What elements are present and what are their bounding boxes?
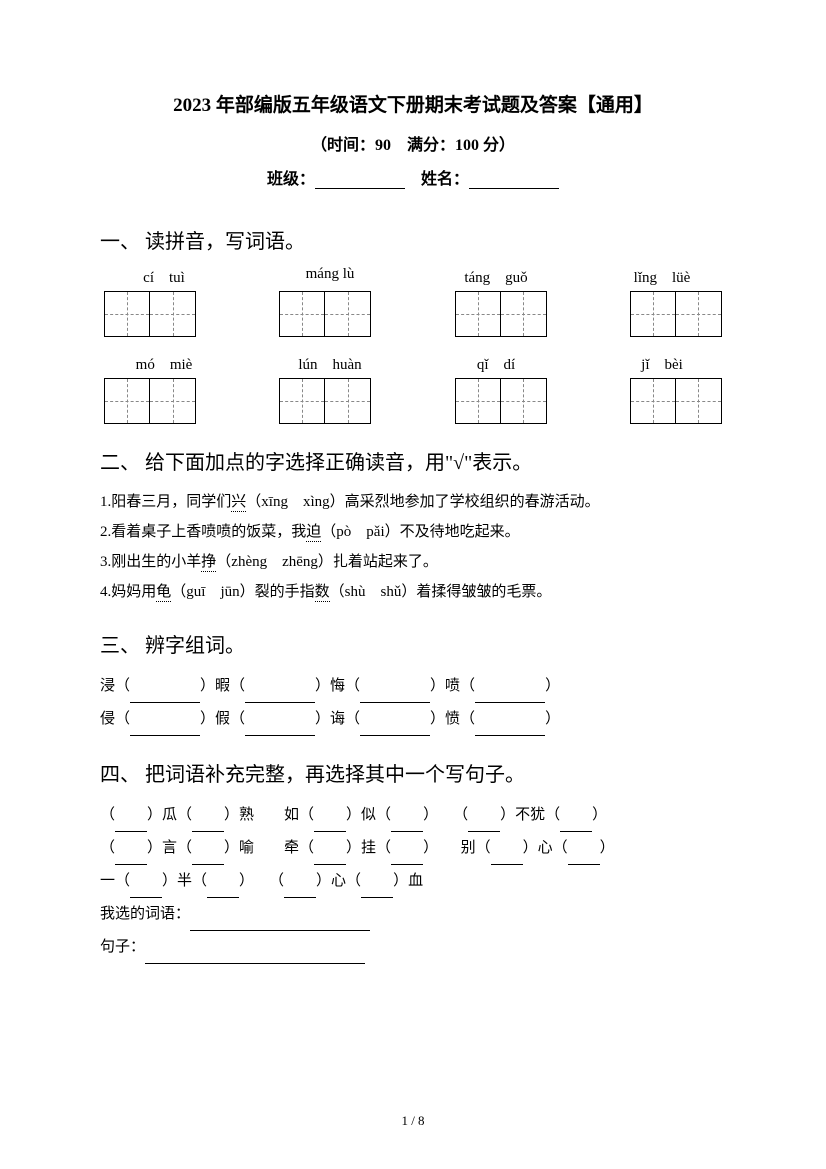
char-box-row-1 xyxy=(100,291,726,337)
pinyin-row-1: cí tuì máng lù táng guǒ lǐng lüè xyxy=(100,266,726,287)
blank[interactable] xyxy=(207,884,239,898)
chosen-word-blank[interactable] xyxy=(190,917,370,931)
blank[interactable] xyxy=(361,884,393,898)
pinyin-item: qǐ dí xyxy=(436,353,556,374)
q2-line: 1.阳春三月，同学们兴（xīng xìng）高采烈地参加了学校组织的春游活动。 xyxy=(100,487,726,517)
blank[interactable] xyxy=(360,722,430,736)
blank[interactable] xyxy=(245,722,315,736)
q2-line: 3.刚出生的小羊挣（zhèng zhēng）扎着站起来了。 xyxy=(100,547,726,577)
pinyin-item: lǐng lüè xyxy=(602,266,722,287)
q4-choose: 我选的词语： xyxy=(100,898,726,931)
q4-sentence: 句子： xyxy=(100,931,726,964)
blank[interactable] xyxy=(115,818,147,832)
document-title: 2023 年部编版五年级语文下册期末考试题及答案【通用】 xyxy=(100,90,726,117)
section2-body: 1.阳春三月，同学们兴（xīng xìng）高采烈地参加了学校组织的春游活动。 … xyxy=(100,487,726,607)
q2-line: 4.妈妈用龟（guī jūn）裂的手指数（shù shǔ）着揉得皱皱的毛票。 xyxy=(100,577,726,607)
pinyin-item: lún huàn xyxy=(270,353,390,374)
char-box-pair[interactable] xyxy=(455,291,547,337)
class-label: 班级： xyxy=(267,171,315,188)
pinyin-item: jǐ bèi xyxy=(602,353,722,374)
blank[interactable] xyxy=(245,689,315,703)
blank[interactable] xyxy=(314,851,346,865)
section3-heading: 三、 辨字组词。 xyxy=(100,629,726,658)
blank[interactable] xyxy=(192,851,224,865)
char-box-pair[interactable] xyxy=(630,378,722,424)
pinyin-item: táng guǒ xyxy=(436,266,556,287)
exam-meta: （时间：90 满分：100 分） xyxy=(100,131,726,155)
blank[interactable] xyxy=(391,818,423,832)
class-blank[interactable] xyxy=(315,173,405,189)
name-blank[interactable] xyxy=(469,173,559,189)
blank[interactable] xyxy=(115,851,147,865)
blank[interactable] xyxy=(360,689,430,703)
q2-line: 2.看着桌子上香喷喷的饭菜，我迫（pò pǎi）不及待地吃起来。 xyxy=(100,517,726,547)
blank[interactable] xyxy=(568,851,600,865)
char-box-pair[interactable] xyxy=(455,378,547,424)
section4-heading: 四、 把词语补充完整，再选择其中一个写句子。 xyxy=(100,758,726,787)
q4-line-2: （）言（）喻 牵（）挂（） 别（）心（） xyxy=(100,832,726,865)
sentence-blank[interactable] xyxy=(145,950,365,964)
char-box-pair[interactable] xyxy=(279,378,371,424)
blank[interactable] xyxy=(130,884,162,898)
q3-row-2: 侵（）假（）诲（）愤（） xyxy=(100,703,726,736)
blank[interactable] xyxy=(560,818,592,832)
blank[interactable] xyxy=(468,818,500,832)
char-box-pair[interactable] xyxy=(630,291,722,337)
pinyin-row-2: mó miè lún huàn qǐ dí jǐ bèi xyxy=(100,353,726,374)
char-box-pair[interactable] xyxy=(104,291,196,337)
blank[interactable] xyxy=(130,689,200,703)
blank[interactable] xyxy=(391,851,423,865)
section2-heading: 二、 给下面加点的字选择正确读音，用"√"表示。 xyxy=(100,446,726,475)
pinyin-item: máng lù xyxy=(270,266,390,287)
q3-row-1: 浸（）暇（）悔（）喷（） xyxy=(100,670,726,703)
student-info: 班级： 姓名： xyxy=(100,165,726,189)
char-box-row-2 xyxy=(100,378,726,424)
blank[interactable] xyxy=(491,851,523,865)
q4-line-1: （）瓜（）熟 如（）似（） （）不犹（） xyxy=(100,799,726,832)
blank[interactable] xyxy=(475,722,545,736)
blank[interactable] xyxy=(130,722,200,736)
page-number: 1 / 8 xyxy=(0,1113,826,1129)
q4-line-3: 一（）半（） （）心（）血 xyxy=(100,865,726,898)
blank[interactable] xyxy=(192,818,224,832)
char-box-pair[interactable] xyxy=(279,291,371,337)
name-label: 姓名： xyxy=(421,171,469,188)
blank[interactable] xyxy=(314,818,346,832)
blank[interactable] xyxy=(284,884,316,898)
blank[interactable] xyxy=(475,689,545,703)
section1-heading: 一、 读拼音，写词语。 xyxy=(100,225,726,254)
char-box-pair[interactable] xyxy=(104,378,196,424)
pinyin-item: mó miè xyxy=(104,353,224,374)
pinyin-item: cí tuì xyxy=(104,266,224,287)
